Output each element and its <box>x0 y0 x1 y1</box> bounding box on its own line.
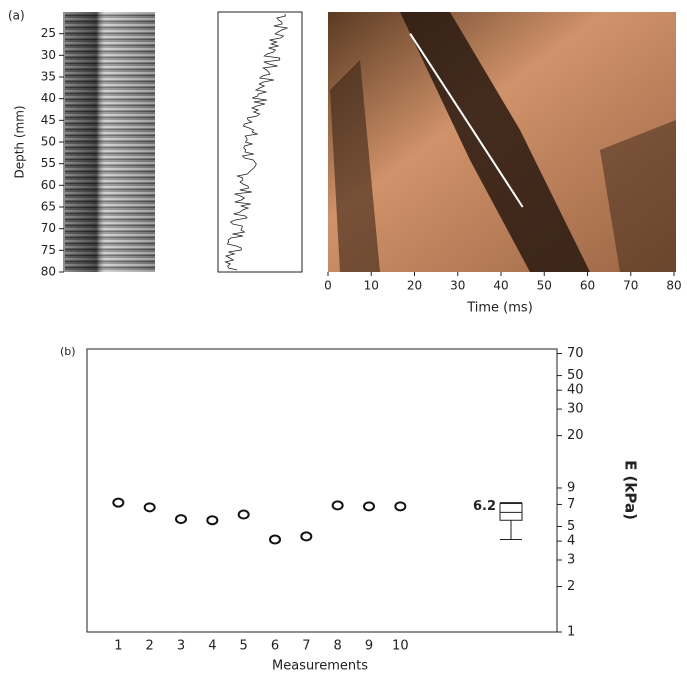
x-tick-label: 8 <box>334 639 342 654</box>
map-band <box>600 120 676 272</box>
x-tick-label: 30 <box>450 279 465 293</box>
trace <box>224 13 288 271</box>
point <box>331 500 344 511</box>
x-tick-label: 7 <box>302 639 310 654</box>
y-tick-label: 50 <box>41 135 56 149</box>
panel-label: (b) <box>60 345 76 358</box>
y-tick-label: 7 <box>567 497 575 512</box>
y-tick-label: 40 <box>567 383 584 398</box>
x-tick-label: 5 <box>240 639 248 654</box>
point <box>143 502 156 513</box>
y-tick-label: 2 <box>567 579 575 594</box>
median-label: 6.2 <box>473 499 496 514</box>
plot-frame <box>86 348 558 633</box>
y-tick-label: 9 <box>567 480 575 495</box>
x-tick-label: 1 <box>114 639 122 654</box>
y-tick-label: 30 <box>567 402 584 417</box>
x-tick-label: 60 <box>580 279 595 293</box>
y-axis-title: Depth (mm) <box>13 105 27 178</box>
y-tick-label: 45 <box>41 113 56 127</box>
wave-line <box>409 33 524 208</box>
x-tick-label: 9 <box>365 639 373 654</box>
ultrasound-shade <box>65 12 155 272</box>
x-tick-label: 10 <box>392 639 409 654</box>
y-axis-title: E (kPa) <box>622 460 640 520</box>
panel-label: (a) <box>8 9 25 23</box>
point <box>206 515 219 526</box>
y-tick-label: 3 <box>567 552 575 567</box>
y-tick-label: 5 <box>567 519 575 534</box>
box <box>499 503 523 521</box>
y-tick-label: 70 <box>567 346 584 361</box>
y-tick-label: 70 <box>41 221 56 235</box>
point <box>175 514 187 525</box>
y-tick-label: 40 <box>41 91 56 105</box>
point <box>363 501 375 512</box>
x-tick-label: 20 <box>407 279 422 293</box>
map-band <box>330 60 380 272</box>
x-tick-label: 6 <box>271 639 279 654</box>
x-axis-title: Time (ms) <box>466 301 533 316</box>
x-axis-title: Measurements <box>272 659 368 674</box>
x-tick-label: 3 <box>177 639 185 654</box>
y-tick-label: 30 <box>41 48 56 62</box>
y-tick-label: 80 <box>41 265 56 279</box>
point <box>237 509 250 520</box>
point <box>112 497 125 508</box>
x-tick-label: 70 <box>623 279 638 293</box>
x-tick-label: 50 <box>537 279 552 293</box>
trace-frame <box>217 11 303 273</box>
point <box>394 501 407 512</box>
y-tick-label: 65 <box>41 200 56 214</box>
x-tick-label: 0 <box>324 279 332 293</box>
x-tick-label: 4 <box>208 639 216 654</box>
x-tick-label: 2 <box>146 639 154 654</box>
y-tick-label: 55 <box>41 156 56 170</box>
point <box>269 534 281 545</box>
y-tick-label: 60 <box>41 178 56 192</box>
y-tick-label: 35 <box>41 70 56 84</box>
y-tick-label: 20 <box>567 428 584 443</box>
map-band <box>400 12 590 272</box>
x-tick-label: 40 <box>493 279 508 293</box>
x-tick-label: 80 <box>666 279 681 293</box>
y-tick-label: 50 <box>567 368 584 383</box>
y-tick-label: 1 <box>567 625 575 640</box>
y-tick-label: 75 <box>41 243 56 257</box>
y-tick-label: 4 <box>567 534 575 549</box>
y-tick-label: 25 <box>41 26 56 40</box>
x-tick-label: 10 <box>364 279 379 293</box>
point <box>300 531 313 542</box>
